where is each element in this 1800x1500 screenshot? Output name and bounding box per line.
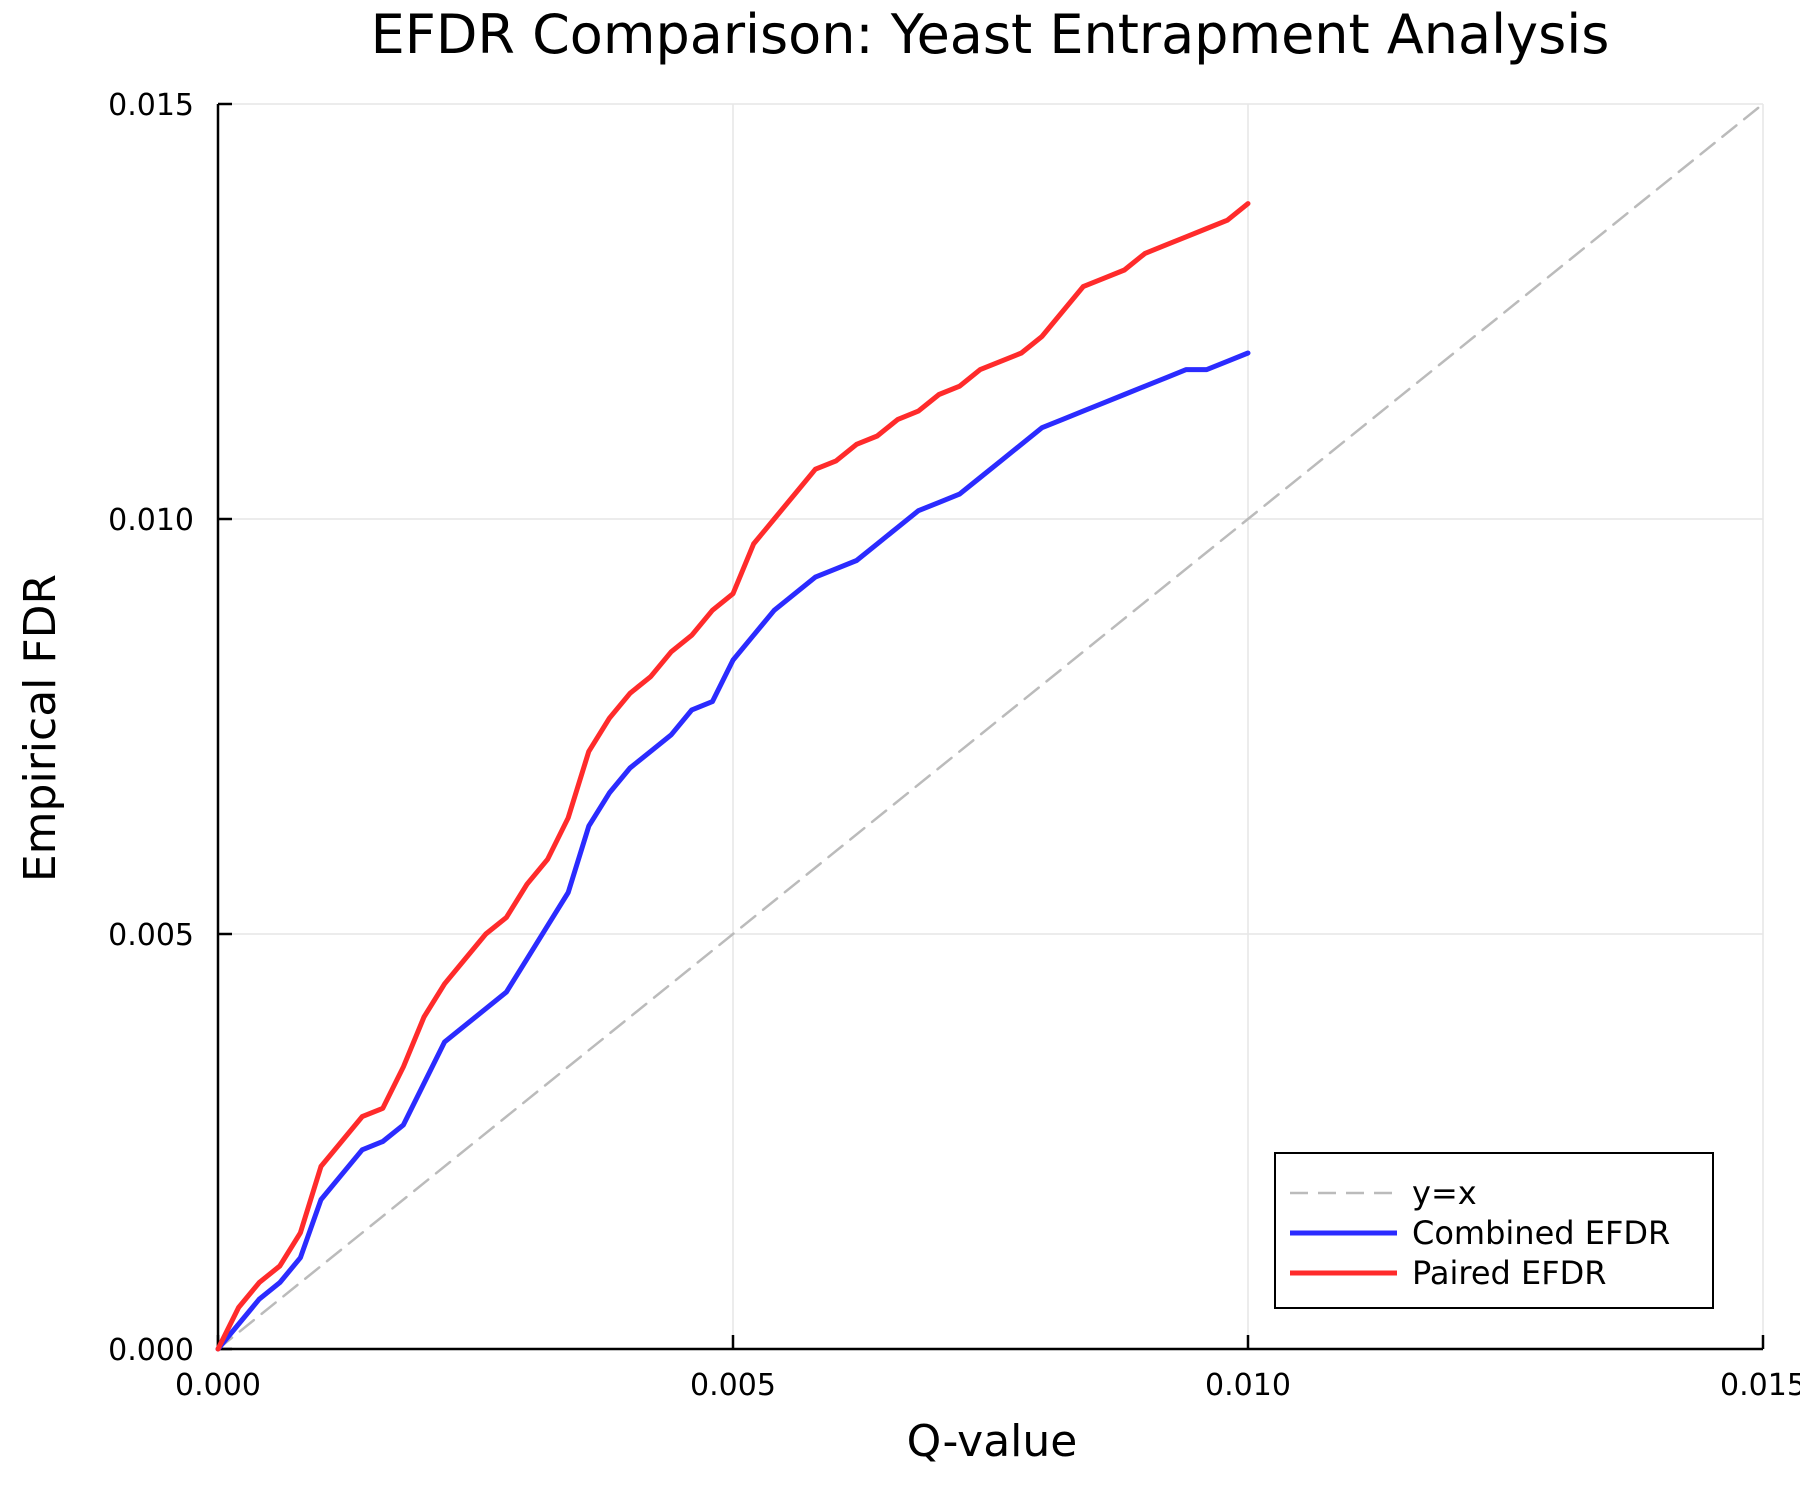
chart-title: EFDR Comparison: Yeast Entrapment Analys… (371, 3, 1610, 66)
y-tick-label: 0.015 (108, 88, 194, 123)
y-x-line (216, 102, 1765, 1351)
x-tick-label: 0.015 (1720, 1368, 1800, 1403)
x-tick-label: 0.000 (175, 1368, 261, 1403)
tick-labels: 0.000 0.005 0.010 0.015 0.000 0.005 0.010 0.015 (108, 88, 1800, 1403)
paired-efdr-line (215, 201, 1251, 1352)
combined-efdr-line (215, 350, 1251, 1352)
grid-lines (218, 103, 1764, 1349)
y-tick-label: 0.010 (108, 503, 194, 538)
y-tick-label: 0.005 (108, 918, 194, 953)
y-tick-label: 0.000 (108, 1333, 194, 1368)
legend-label: y=x (1412, 1174, 1477, 1212)
x-axis-label: Q-value (907, 1416, 1078, 1467)
x-tick-label: 0.005 (690, 1368, 776, 1403)
axes (216, 102, 1765, 1351)
legend-label: Combined EFDR (1412, 1214, 1670, 1252)
y-axis-label: Empirical FDR (15, 574, 66, 882)
data-series (215, 102, 1765, 1352)
x-tick-label: 0.010 (1205, 1368, 1291, 1403)
legend-label: Paired EFDR (1412, 1254, 1606, 1292)
